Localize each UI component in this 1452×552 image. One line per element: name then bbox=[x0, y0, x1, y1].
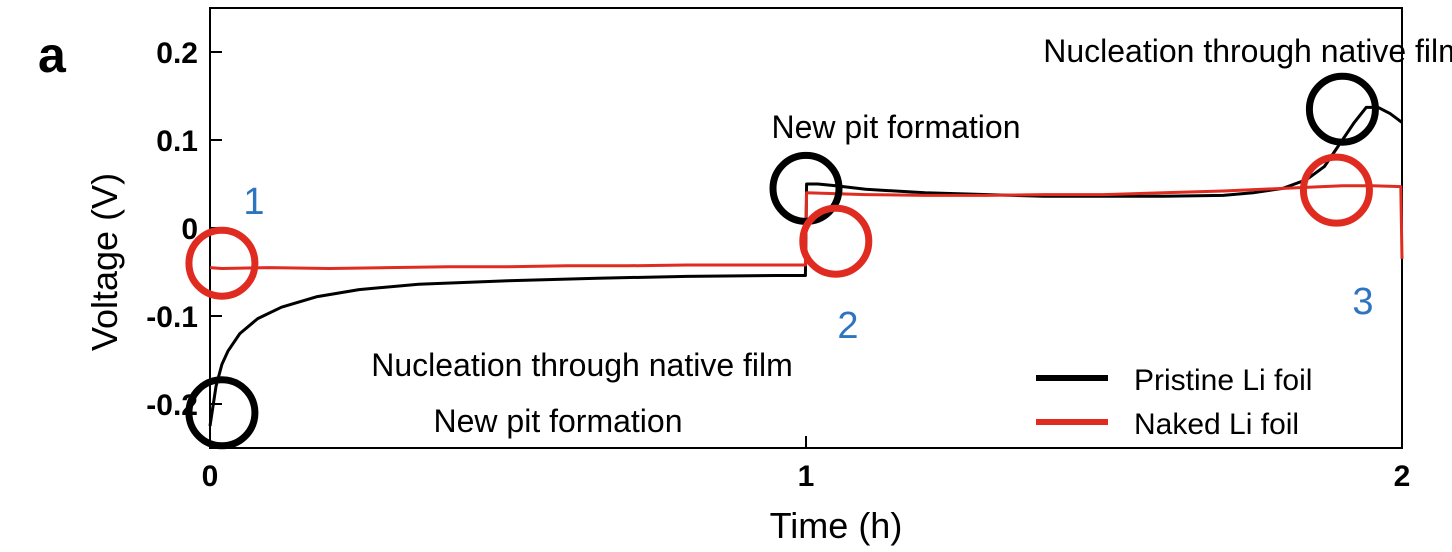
y-tick-label: -0.1 bbox=[146, 301, 198, 334]
black-highlight-circle bbox=[1305, 72, 1379, 146]
highlight-circles bbox=[185, 72, 1379, 450]
marker-number-2: 2 bbox=[837, 305, 858, 347]
marker-number-3: 3 bbox=[1352, 281, 1373, 323]
red-highlight-circle bbox=[185, 226, 259, 300]
x-tick-label: 1 bbox=[798, 460, 815, 493]
series-line-pristine bbox=[208, 105, 1403, 427]
y-axis-label: Voltage (V) bbox=[84, 173, 125, 351]
y-tick-label: 0.2 bbox=[156, 37, 198, 70]
red-highlight-circle bbox=[799, 204, 873, 278]
annotation-nucleation-top: New pit formation bbox=[772, 109, 1021, 145]
series-lines bbox=[208, 105, 1404, 427]
annotation-new-pit-top: Nucleation through native film bbox=[1043, 33, 1452, 69]
y-tick-label: 0 bbox=[181, 213, 198, 246]
legend-label-naked: Naked Li foil bbox=[1134, 408, 1299, 441]
series-line-naked bbox=[209, 184, 1404, 270]
y-tick-label: 0.1 bbox=[156, 125, 198, 158]
red-highlight-circle bbox=[1299, 153, 1373, 227]
annotation-new-pit-bottom: New pit formation bbox=[434, 403, 683, 439]
annotation-nucleation-bottom: Nucleation through native film bbox=[371, 347, 793, 383]
x-tick-label: 2 bbox=[1394, 460, 1411, 493]
legend: Pristine Li foil Naked Li foil bbox=[1036, 364, 1312, 441]
x-tick-label: 0 bbox=[202, 460, 219, 493]
panel-label: a bbox=[38, 27, 67, 83]
x-axis-label: Time (h) bbox=[770, 505, 903, 546]
legend-label-pristine: Pristine Li foil bbox=[1134, 364, 1312, 397]
marker-number-1: 1 bbox=[243, 181, 264, 223]
black-highlight-circle bbox=[185, 376, 259, 450]
